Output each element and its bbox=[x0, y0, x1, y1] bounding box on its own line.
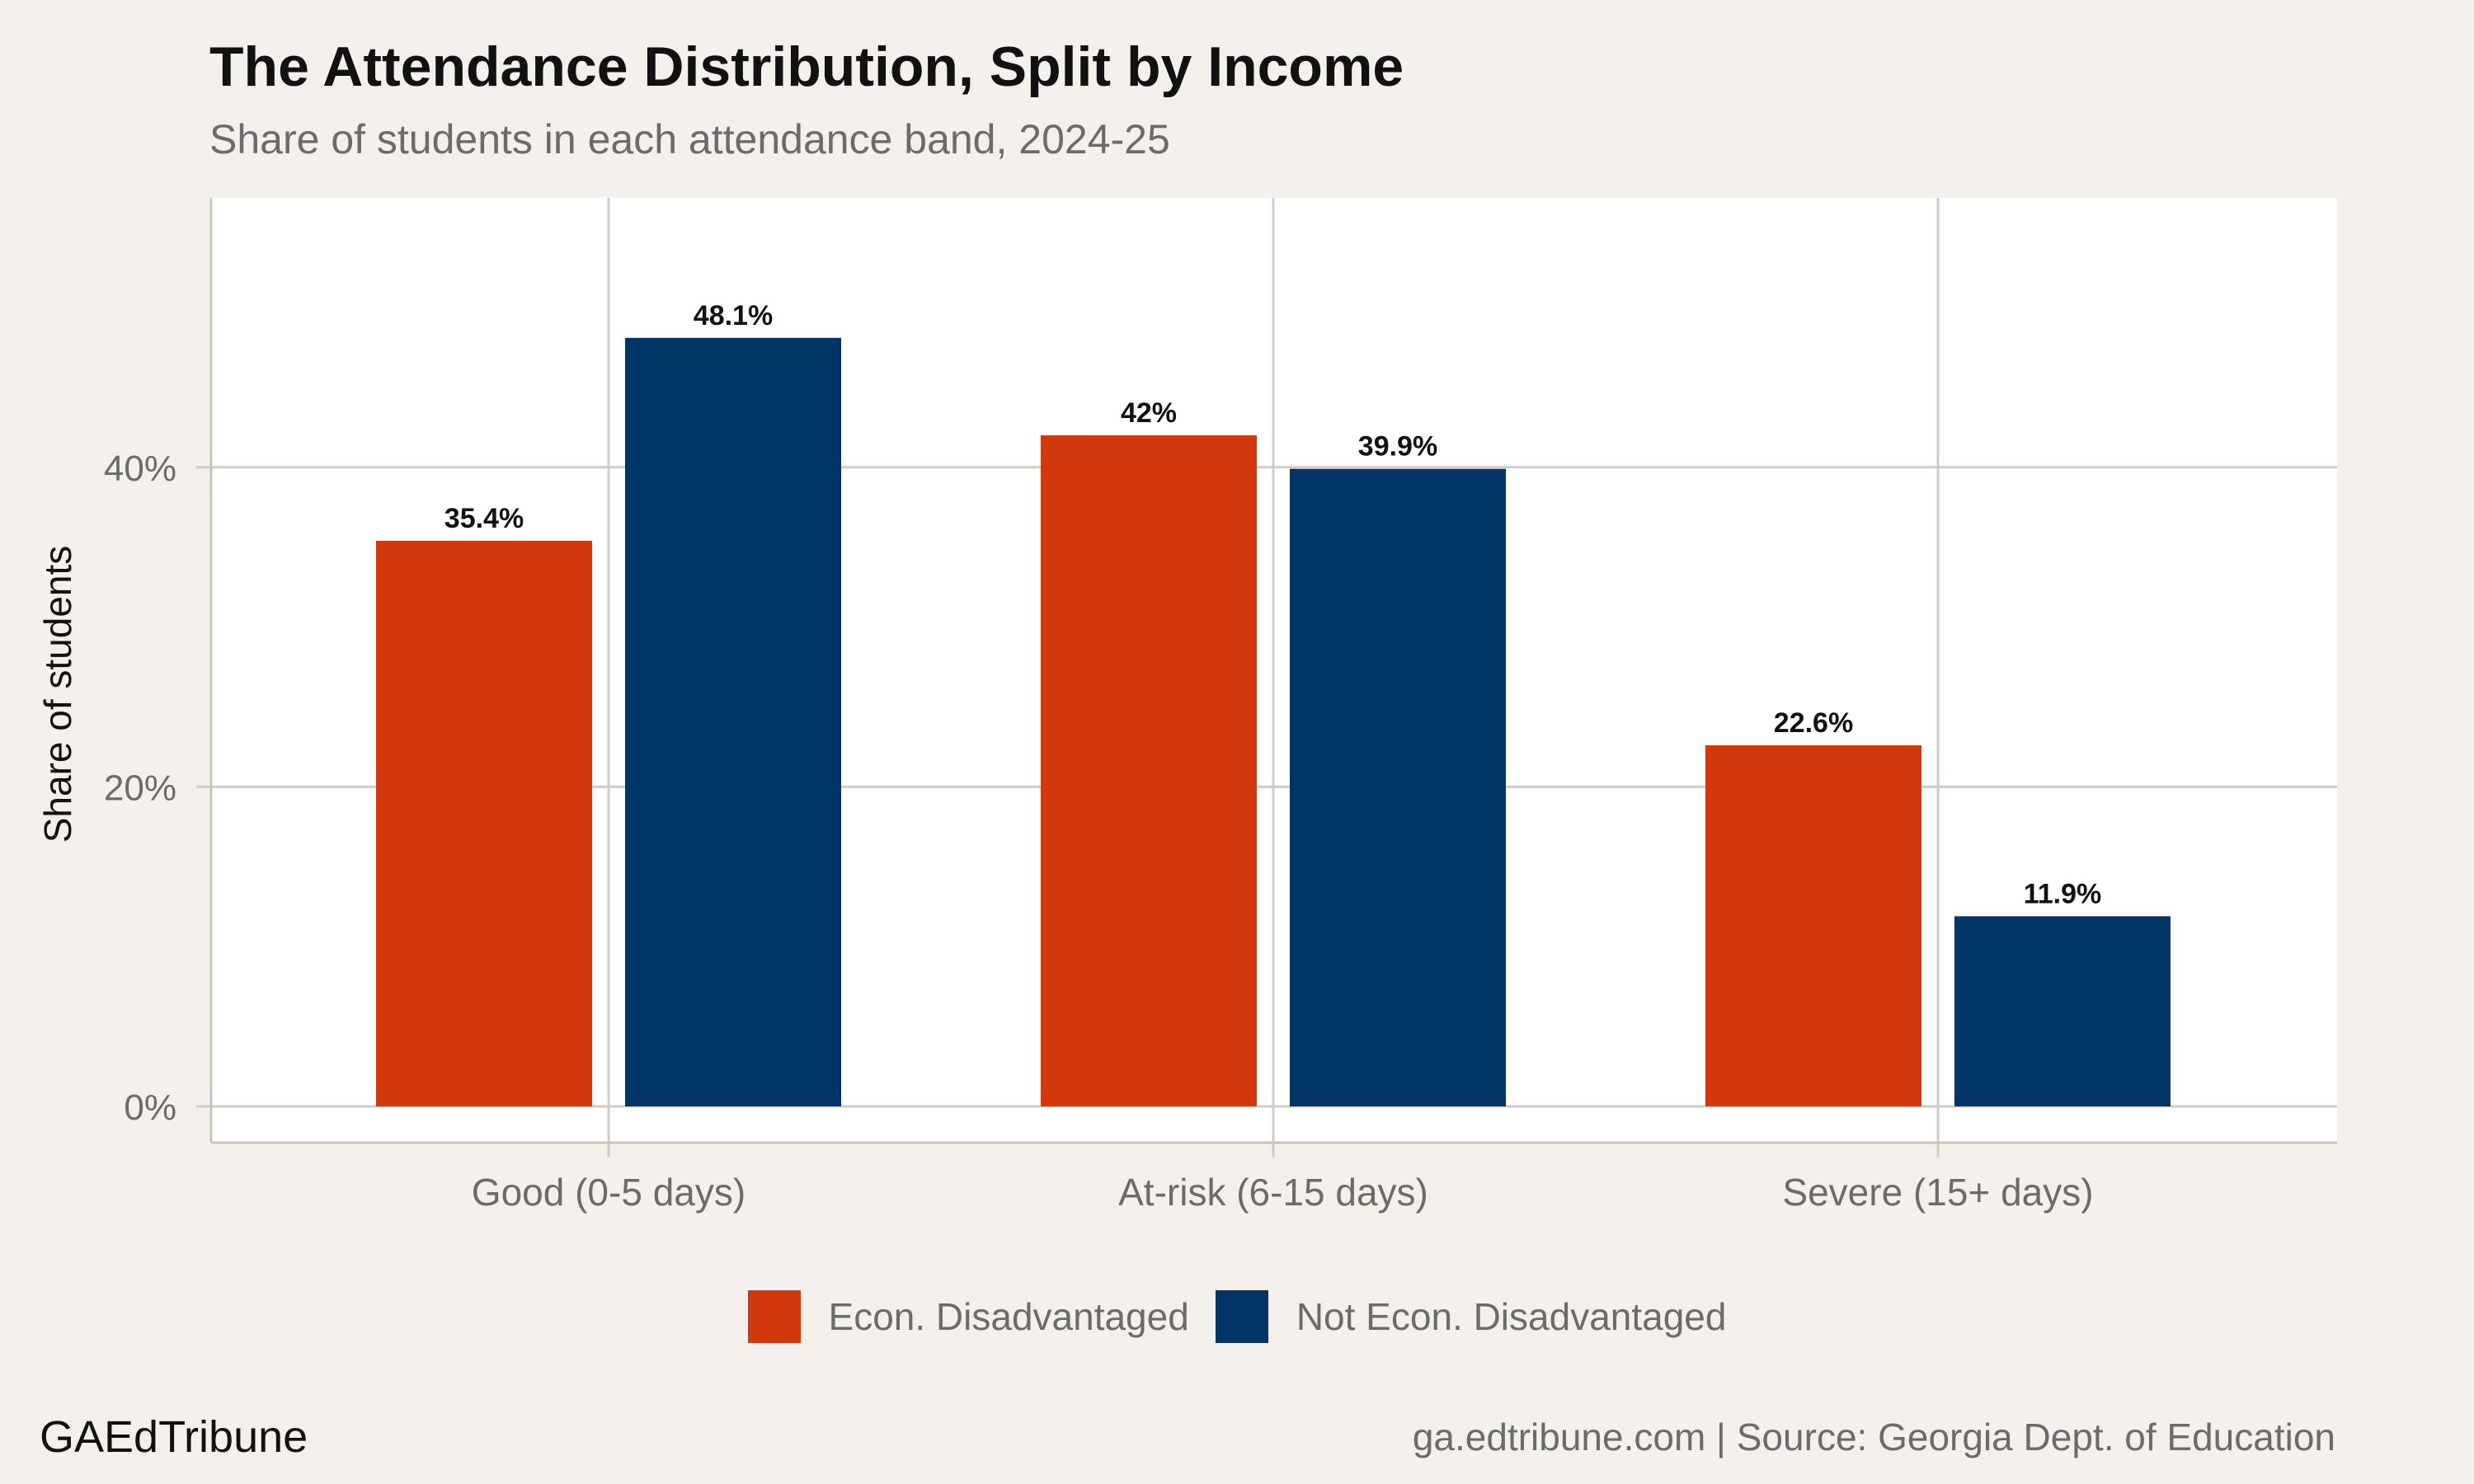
y-tick-label-0: 0% bbox=[124, 1087, 176, 1128]
x-tick-label-good-0-5-days: Good (0-5 days) bbox=[472, 1171, 745, 1214]
legend: Econ. Disadvantaged Not Econ. Disadvanta… bbox=[0, 1290, 2474, 1343]
brand-name: GAEdTribune bbox=[40, 1412, 308, 1462]
bars bbox=[376, 337, 2171, 1106]
data-label-econ-disadvantaged-at-risk-6-15-days: 42% bbox=[1121, 397, 1177, 429]
data-label-not-econ-disadvantaged-good-0-5-days: 48.1% bbox=[694, 300, 773, 331]
legend-label-econ-disadvantaged: Econ. Disadvantaged bbox=[828, 1295, 1189, 1338]
bar-econ-disadvantaged-at-risk-6-15-days bbox=[1041, 435, 1257, 1106]
chart-title: The Attendance Distribution, Split by In… bbox=[209, 35, 1404, 98]
y-tick-label-20: 20% bbox=[104, 768, 176, 808]
legend-swatch-econ-disadvantaged bbox=[747, 1290, 801, 1343]
legend-item-econ-disadvantaged: Econ. Disadvantaged bbox=[747, 1290, 1189, 1343]
chart-subtitle: Share of students in each attendance ban… bbox=[209, 116, 1170, 162]
data-label-econ-disadvantaged-severe-15-days: 22.6% bbox=[1774, 707, 1853, 739]
bar-not-econ-disadvantaged-good-0-5-days bbox=[625, 337, 841, 1106]
legend-item-not-econ-disadvantaged: Not Econ. Disadvantaged bbox=[1215, 1290, 1727, 1343]
x-tick-label-severe-15-days: Severe (15+ days) bbox=[1782, 1171, 2093, 1214]
bar-not-econ-disadvantaged-severe-15-days bbox=[1954, 916, 2171, 1106]
y-tick-label-40: 40% bbox=[104, 448, 176, 489]
data-labels: 35.4% 42% 22.6% 48.1% 39.9% 11.9% bbox=[444, 300, 2101, 910]
data-label-econ-disadvantaged-good-0-5-days: 35.4% bbox=[444, 503, 524, 534]
bar-not-econ-disadvantaged-at-risk-6-15-days bbox=[1290, 468, 1506, 1106]
bar-chart: 35.4% 42% 22.6% 48.1% 39.9% 11.9% 0% 20% 40% Goo… bbox=[36, 198, 2337, 1214]
tick-labels: 0% 20% 40% Good (0-5 days) At-risk (6-15 day… bbox=[104, 448, 2094, 1214]
bar-econ-disadvantaged-good-0-5-days bbox=[376, 540, 592, 1106]
x-tick-label-at-risk-6-15-days: At-risk (6-15 days) bbox=[1118, 1171, 1428, 1214]
legend-swatch-not-econ-disadvantaged bbox=[1215, 1290, 1268, 1343]
data-label-not-econ-disadvantaged-at-risk-6-15-days: 39.9% bbox=[1358, 431, 1437, 463]
bar-econ-disadvantaged-severe-15-days bbox=[1705, 745, 1921, 1106]
y-axis-label: Share of students bbox=[36, 546, 79, 843]
source-credit: ga.edtribune.com | Source: Georgia Dept.… bbox=[1412, 1416, 2335, 1458]
legend-label-not-econ-disadvantaged: Not Econ. Disadvantaged bbox=[1296, 1295, 1727, 1338]
data-label-not-econ-disadvantaged-severe-15-days: 11.9% bbox=[2024, 878, 2102, 909]
